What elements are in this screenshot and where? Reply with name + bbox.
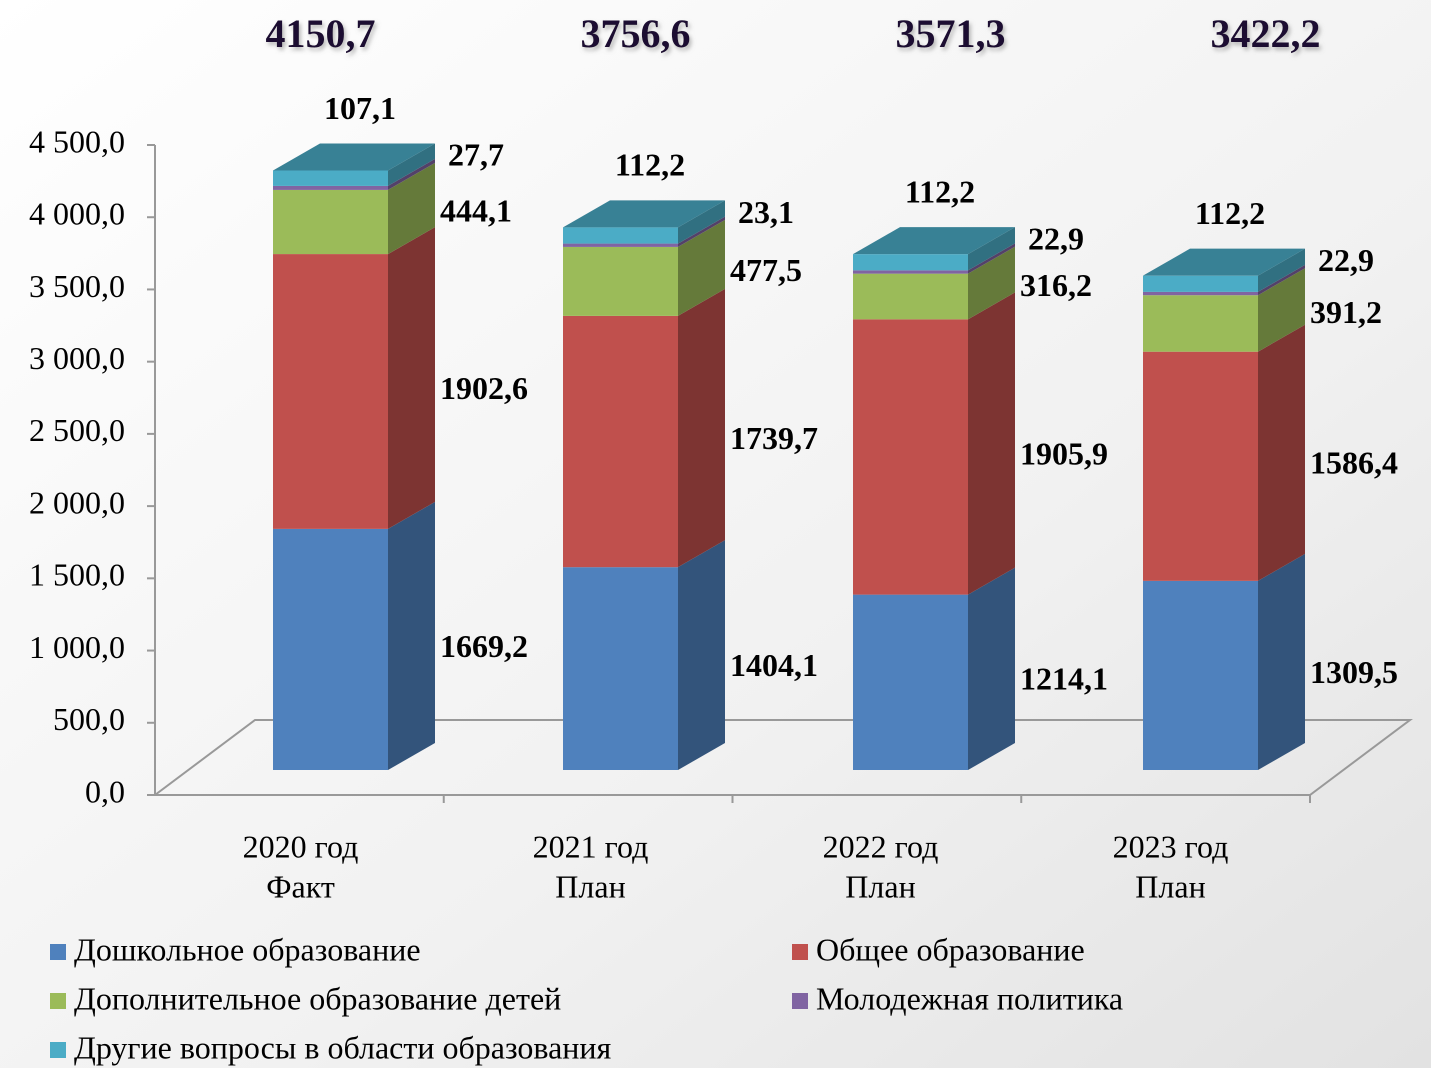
legend-label: Дошкольное образование xyxy=(74,931,421,967)
x-tick-label: План xyxy=(555,868,625,904)
bar-segment xyxy=(1143,295,1258,352)
bar-side xyxy=(968,246,1015,320)
bar-side xyxy=(678,200,725,244)
value-label: 22,9 xyxy=(1318,242,1374,278)
bar-segment xyxy=(853,273,968,320)
bar-side xyxy=(388,501,435,770)
y-tick-label: 4 000,0 xyxy=(29,196,125,232)
legend-swatch xyxy=(50,1042,66,1058)
bar-side xyxy=(388,227,435,529)
bar-side xyxy=(388,158,435,190)
bar-side xyxy=(678,219,725,316)
y-tick-label: 4 500,0 xyxy=(29,123,125,159)
total-label: 4150,7 xyxy=(266,11,376,56)
legend-label: Другие вопросы в области образования xyxy=(74,1029,612,1065)
value-label: 1669,2 xyxy=(440,628,528,664)
bar-segment xyxy=(853,254,968,271)
bar-segment xyxy=(273,528,388,770)
legend-label: Молодежная политика xyxy=(816,980,1123,1016)
y-tick-label: 3 000,0 xyxy=(29,340,125,376)
bar-top xyxy=(563,200,725,228)
bar-side xyxy=(1258,248,1305,292)
value-label: 1739,7 xyxy=(730,420,818,456)
bar-segment xyxy=(563,567,678,770)
value-label: 23,1 xyxy=(738,194,794,230)
x-tick-label: 2021 год xyxy=(533,828,649,864)
bar-side xyxy=(388,143,435,186)
x-tick-label: План xyxy=(845,868,915,904)
bar-top xyxy=(1143,248,1305,276)
value-label: 27,7 xyxy=(448,136,504,172)
bar-segment xyxy=(273,170,388,186)
value-label: 1309,5 xyxy=(1310,654,1398,690)
y-tick-label: 2 500,0 xyxy=(29,412,125,448)
value-label: 112,2 xyxy=(615,147,685,183)
bar-side xyxy=(1258,324,1305,581)
value-label: 1404,1 xyxy=(730,647,818,683)
value-label: 444,1 xyxy=(440,192,512,228)
y-tick-label: 0,0 xyxy=(85,773,125,809)
bar-segment xyxy=(563,243,678,247)
value-label: 22,9 xyxy=(1028,221,1084,257)
legend-swatch xyxy=(792,944,808,960)
y-tick-label: 1 500,0 xyxy=(29,557,125,593)
value-label: 1905,9 xyxy=(1020,435,1108,471)
legend-label: Общее образование xyxy=(816,931,1085,967)
total-label: 3756,6 xyxy=(581,11,691,56)
x-tick-label: 2020 год xyxy=(243,828,359,864)
x-tick-label: 2022 год xyxy=(823,828,939,864)
y-tick-label: 3 500,0 xyxy=(29,268,125,304)
bar-side xyxy=(968,227,1015,271)
value-label: 1902,6 xyxy=(440,370,528,406)
y-tick-label: 1 000,0 xyxy=(29,629,125,665)
bar-segment xyxy=(1143,351,1258,581)
value-label: 112,2 xyxy=(1195,195,1265,231)
bar-segment xyxy=(563,246,678,316)
bar-segment xyxy=(853,270,968,274)
bar-segment xyxy=(273,185,388,190)
value-label: 1214,1 xyxy=(1020,661,1108,697)
bar-segment xyxy=(563,227,678,244)
total-label: 3422,2 xyxy=(1211,11,1321,56)
bar-side xyxy=(678,540,725,770)
bar-segment xyxy=(853,319,968,595)
value-label: 391,2 xyxy=(1310,294,1382,330)
value-label: 112,2 xyxy=(905,173,975,209)
value-label: 107,1 xyxy=(324,90,396,126)
bar-top xyxy=(273,143,435,171)
bar-top xyxy=(853,227,1015,255)
bar-side xyxy=(388,162,435,255)
bar-segment xyxy=(1143,275,1258,292)
bar-segment xyxy=(273,254,388,529)
value-label: 316,2 xyxy=(1020,267,1092,303)
bar-segment xyxy=(563,315,678,568)
bar-segment xyxy=(273,189,388,255)
x-tick-label: План xyxy=(1135,868,1205,904)
bar-segment xyxy=(1143,291,1258,296)
legend-swatch xyxy=(792,993,808,1009)
bar-side xyxy=(678,288,725,568)
bar-segment xyxy=(853,594,968,770)
bar-side xyxy=(968,292,1015,595)
bar-side xyxy=(1258,264,1305,296)
bar-side xyxy=(968,567,1015,770)
y-tick-label: 500,0 xyxy=(53,701,125,737)
legend-label: Дополнительное образование детей xyxy=(74,980,561,1016)
floor xyxy=(152,719,1413,796)
legend-swatch xyxy=(50,944,66,960)
legend-swatch xyxy=(50,993,66,1009)
bar-side xyxy=(1258,268,1305,352)
x-tick-label: Факт xyxy=(266,868,335,904)
bar-side xyxy=(968,243,1015,274)
y-tick-label: 2 000,0 xyxy=(29,484,125,520)
value-label: 477,5 xyxy=(730,252,802,288)
bar-segment xyxy=(1143,580,1258,770)
x-tick-label: 2023 год xyxy=(1113,828,1229,864)
bar-side xyxy=(1258,553,1305,770)
value-label: 1586,4 xyxy=(1310,445,1398,481)
bar-side xyxy=(678,216,725,247)
total-label: 3571,3 xyxy=(896,11,1006,56)
